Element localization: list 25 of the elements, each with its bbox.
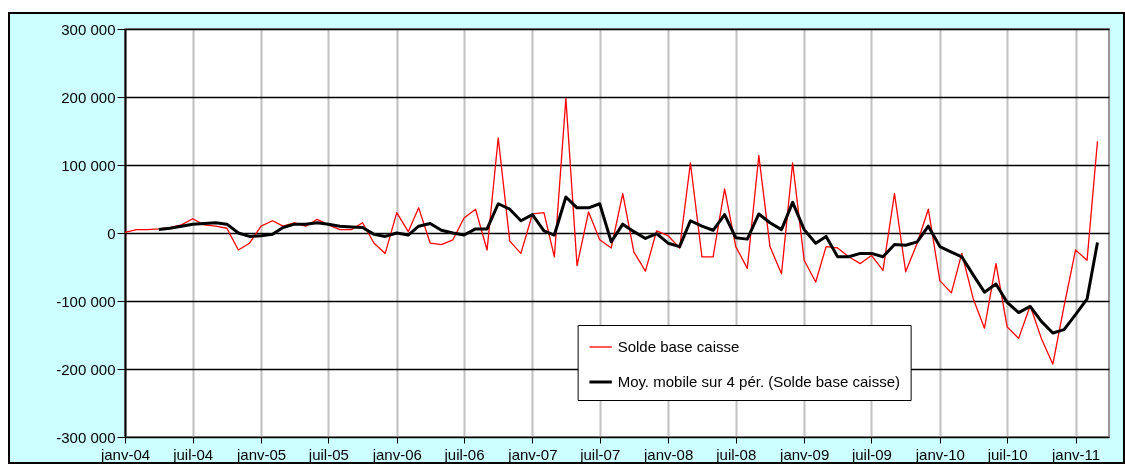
x-tick-label: janv-11 <box>1051 445 1101 463</box>
y-tick-label: 300 000 <box>61 20 116 38</box>
x-tick-label: janv-08 <box>643 445 694 463</box>
x-tick-label: janv-06 <box>371 445 422 463</box>
x-tick-label: janv-05 <box>235 445 287 463</box>
x-tick-label: juil-08 <box>715 445 757 463</box>
y-tick-label: -300 000 <box>56 428 116 446</box>
y-tick-label: -200 000 <box>56 360 116 378</box>
x-tick-label: juil-06 <box>443 445 485 463</box>
x-tick-label: janv-09 <box>779 445 830 463</box>
x-tick-label: juil-07 <box>579 445 621 463</box>
x-tick-label: janv-04 <box>99 445 151 463</box>
x-tick-label: janv-07 <box>507 445 558 463</box>
x-tick-label: juil-09 <box>850 445 892 463</box>
y-tick-label: 0 <box>107 224 116 242</box>
x-tick-label: juil-10 <box>986 445 1028 463</box>
line-series <box>124 97 1099 365</box>
y-tick-label: 100 000 <box>61 156 116 174</box>
y-tick-label: 200 000 <box>61 88 116 106</box>
legend-label: Moy. mobile sur 4 pér. (Solde base caisse) <box>617 373 900 390</box>
x-tick-label: juil-04 <box>172 445 214 463</box>
y-tick-label: -100 000 <box>56 292 116 310</box>
x-tick-label: juil-05 <box>307 445 349 463</box>
legend-label: Solde base caisse <box>617 338 740 355</box>
x-tick-label: janv-10 <box>914 445 965 463</box>
